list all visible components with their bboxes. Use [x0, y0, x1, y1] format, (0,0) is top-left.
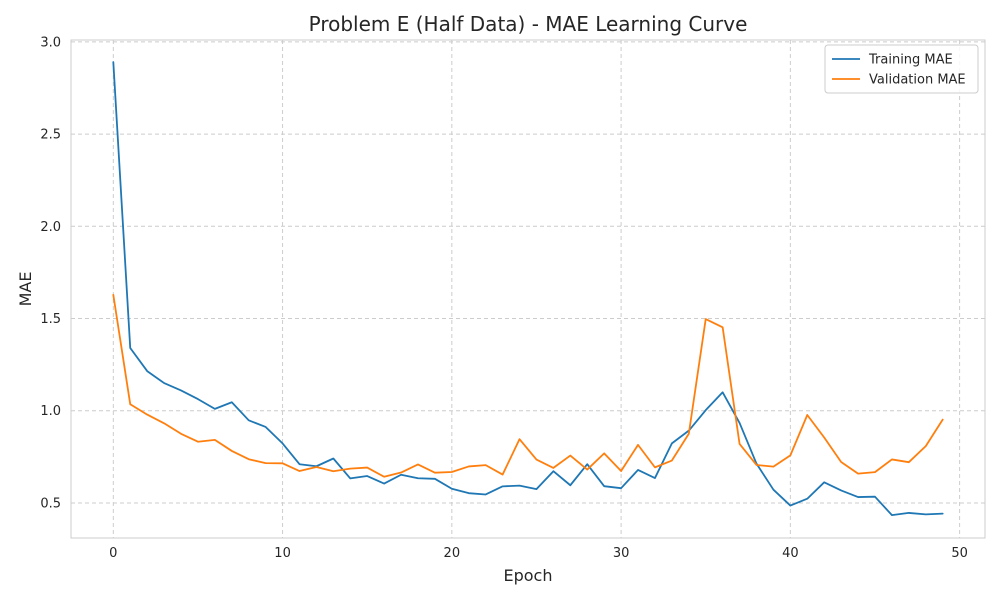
x-tick-label: 20 [444, 546, 461, 561]
x-tick-label: 0 [109, 546, 117, 561]
x-tick-label: 10 [274, 546, 291, 561]
series-line-validation-mae [112, 293, 944, 478]
plot-area [71, 40, 985, 538]
legend-label-validation: Validation MAE [869, 73, 966, 88]
y-tick-label: 1.5 [40, 312, 61, 327]
chart-title: Problem E (Half Data) - MAE Learning Cur… [309, 12, 748, 36]
x-tick-label: 30 [613, 546, 630, 561]
y-tick-label: 3.0 [40, 35, 61, 50]
y-axis-title: MAE [16, 272, 35, 307]
x-axis-title: Epoch [504, 566, 553, 585]
x-tick-label: 40 [782, 546, 799, 561]
y-tick-label: 2.0 [40, 220, 61, 235]
legend-box [824, 44, 979, 94]
x-axis: 0 10 20 30 40 50 [109, 546, 968, 561]
y-tick-label: 2.5 [40, 128, 61, 143]
legend: Training MAE Validation MAE [824, 44, 979, 94]
legend-label-training: Training MAE [868, 53, 953, 68]
y-tick-label: 1.0 [40, 404, 61, 419]
plot-frame [70, 39, 986, 539]
series-lines [112, 61, 944, 517]
y-axis: 0.5 1.0 1.5 2.0 2.5 3.0 [40, 35, 61, 511]
y-tick-label: 0.5 [40, 496, 61, 511]
x-tick-label: 50 [951, 546, 968, 561]
series-line-training-mae [112, 61, 944, 517]
